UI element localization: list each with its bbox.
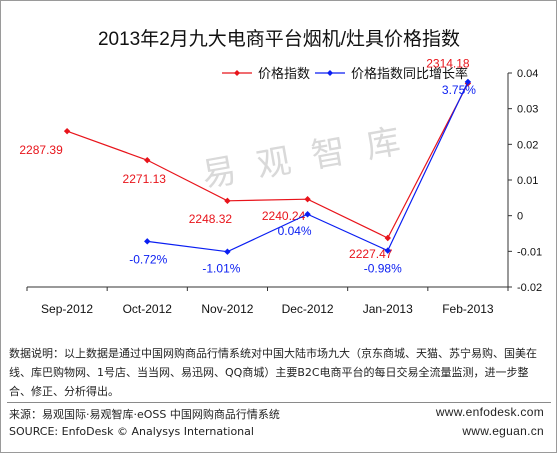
data-label: 0.04% (278, 224, 312, 238)
right-axis-tick-label: 0.04 (517, 68, 538, 80)
right-axis-tick-label: -0.02 (517, 282, 542, 294)
data-point (384, 234, 391, 242)
data-point (224, 248, 231, 255)
data-label: 3.75% (442, 83, 476, 97)
data-point (384, 247, 391, 254)
data-label: -1.01% (202, 262, 240, 276)
data-label: 2287.39 (19, 143, 63, 157)
series-line (66, 83, 469, 239)
data-point (464, 78, 472, 86)
legend-marker (234, 70, 240, 76)
right-axis-ticks: 0.04 0.03 0.02 0.01 0 -0.01 -0.02 (508, 68, 542, 294)
site-eguan: www.eguan.cn (462, 424, 544, 438)
right-axis-tick-label: 0 (517, 211, 523, 223)
data-label: 2248.32 (189, 212, 233, 226)
legend-label: 价格指数 (258, 66, 310, 81)
data-label: 2271.13 (123, 172, 167, 186)
legend-marker (327, 70, 333, 76)
data-label: 2240.24 (262, 209, 306, 223)
data-point (304, 211, 311, 218)
x-tick-label: Oct-2012 (123, 302, 173, 316)
right-axis-tick-label: 0.03 (517, 104, 538, 116)
legend-label: 价格指数同比增长率 (351, 66, 468, 81)
source-cn: 来源：易观国际·易观智库·eOSS 中国网购商品行情系统 (9, 408, 280, 421)
data-point (144, 238, 151, 245)
line-chart: 易 观 智 库 2013年2月九大电商平台烟机/灶具价格指数 价格指数 价格指数同… (19, 28, 542, 316)
data-label: 2314.18 (426, 56, 470, 70)
chart-title: 2013年2月九大电商平台烟机/灶具价格指数 (98, 28, 460, 50)
x-tick-label: Dec-2012 (282, 302, 334, 316)
x-tick-label: Jan-2013 (363, 302, 413, 316)
data-label: -0.72% (129, 252, 167, 266)
x-axis-ticks: Sep-2012 Oct-2012 Nov-2012 Dec-2012 Jan-2013… (26, 287, 509, 316)
series-layer: 2287.39 2271.13 2248.32 2240.24 2227.47 2314.… (19, 56, 476, 275)
x-tick-label: Sep-2012 (41, 302, 93, 316)
data-point (144, 156, 151, 164)
source-en: SOURCE: EnfoDesk © Analysys Internationa… (9, 425, 254, 438)
data-point (304, 195, 311, 203)
right-axis-tick-label: -0.01 (517, 246, 542, 258)
x-tick-label: Feb-2013 (442, 302, 494, 316)
watermark: 易 观 智 库 (199, 122, 409, 195)
data-point (224, 197, 231, 205)
footer-divider (7, 402, 551, 403)
data-note: 数据说明：以上数据是通过中国网购商品行情系统对中国大陆市场九大（京东商城、天猫、… (9, 347, 537, 398)
site-enfodesk: www.enfodesk.com (435, 405, 544, 419)
data-label: 2227.47 (349, 247, 393, 261)
x-tick-label: Nov-2012 (201, 302, 253, 316)
right-axis-tick-label: 0.01 (517, 175, 538, 187)
right-axis-tick-label: 0.02 (517, 139, 538, 151)
data-point (63, 127, 71, 135)
legend: 价格指数 价格指数同比增长率 (222, 66, 468, 81)
data-label: -0.98% (364, 262, 402, 276)
